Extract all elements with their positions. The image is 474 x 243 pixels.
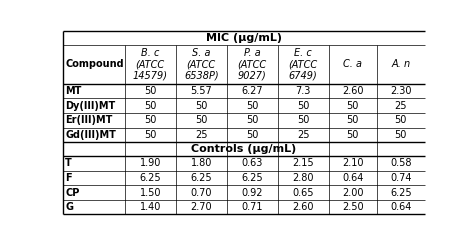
Text: 50: 50	[297, 101, 310, 111]
Text: 25: 25	[297, 130, 310, 140]
Text: F: F	[65, 173, 72, 183]
Text: 0.63: 0.63	[242, 158, 263, 168]
Text: 2.10: 2.10	[342, 158, 364, 168]
Text: 50: 50	[394, 115, 407, 125]
Text: 50: 50	[144, 130, 156, 140]
Text: CP: CP	[65, 188, 80, 198]
Text: 50: 50	[246, 101, 258, 111]
Text: C. a: C. a	[343, 59, 362, 69]
Text: 2.60: 2.60	[342, 86, 364, 96]
Text: 0.65: 0.65	[292, 188, 314, 198]
Text: S. a
(ATCC
6538P): S. a (ATCC 6538P)	[184, 48, 219, 81]
Text: 50: 50	[144, 115, 156, 125]
Text: 2.80: 2.80	[292, 173, 314, 183]
Text: 2.00: 2.00	[342, 188, 364, 198]
Text: 1.90: 1.90	[139, 158, 161, 168]
Text: 50: 50	[195, 101, 208, 111]
Text: 50: 50	[195, 115, 208, 125]
Text: 2.50: 2.50	[342, 202, 364, 212]
Text: 50: 50	[144, 101, 156, 111]
Text: 0.92: 0.92	[241, 188, 263, 198]
Text: 0.71: 0.71	[241, 202, 263, 212]
Text: 25: 25	[195, 130, 208, 140]
Text: G: G	[65, 202, 73, 212]
Text: 50: 50	[346, 130, 359, 140]
Text: 2.15: 2.15	[292, 158, 314, 168]
Text: 0.70: 0.70	[191, 188, 212, 198]
Text: 2.70: 2.70	[191, 202, 212, 212]
Text: P. a
(ATCC
9027): P. a (ATCC 9027)	[237, 48, 267, 81]
Text: T: T	[65, 158, 72, 168]
Text: 1.50: 1.50	[139, 188, 161, 198]
Text: Er(III)MT: Er(III)MT	[65, 115, 112, 125]
Text: 50: 50	[246, 130, 258, 140]
Text: B. c
(ATCC
14579): B. c (ATCC 14579)	[133, 48, 168, 81]
Text: 1.80: 1.80	[191, 158, 212, 168]
Text: 5.57: 5.57	[191, 86, 212, 96]
Text: 0.64: 0.64	[342, 173, 364, 183]
Text: 50: 50	[394, 130, 407, 140]
Text: Dy(III)MT: Dy(III)MT	[65, 101, 115, 111]
Text: 6.25: 6.25	[139, 173, 161, 183]
Text: Controls (μg/mL): Controls (μg/mL)	[191, 144, 296, 154]
Text: 2.60: 2.60	[292, 202, 314, 212]
Text: 6.25: 6.25	[241, 173, 263, 183]
Text: 50: 50	[346, 101, 359, 111]
Text: 25: 25	[394, 101, 407, 111]
Text: 50: 50	[144, 86, 156, 96]
Text: 0.74: 0.74	[390, 173, 411, 183]
Text: Compound: Compound	[65, 59, 124, 69]
Text: 6.25: 6.25	[390, 188, 411, 198]
Text: 6.25: 6.25	[191, 173, 212, 183]
Text: 0.64: 0.64	[390, 202, 411, 212]
Text: 50: 50	[246, 115, 258, 125]
Text: MT: MT	[65, 86, 82, 96]
Text: 6.27: 6.27	[241, 86, 263, 96]
Text: A. n: A. n	[391, 59, 410, 69]
Text: Gd(III)MT: Gd(III)MT	[65, 130, 116, 140]
Text: MIC (μg/mL): MIC (μg/mL)	[206, 33, 282, 43]
Text: 50: 50	[297, 115, 310, 125]
Text: 50: 50	[346, 115, 359, 125]
Text: 2.30: 2.30	[390, 86, 411, 96]
Text: 7.3: 7.3	[295, 86, 311, 96]
Text: 0.58: 0.58	[390, 158, 411, 168]
Text: 1.40: 1.40	[139, 202, 161, 212]
Text: E. c
(ATCC
6749): E. c (ATCC 6749)	[289, 48, 318, 81]
